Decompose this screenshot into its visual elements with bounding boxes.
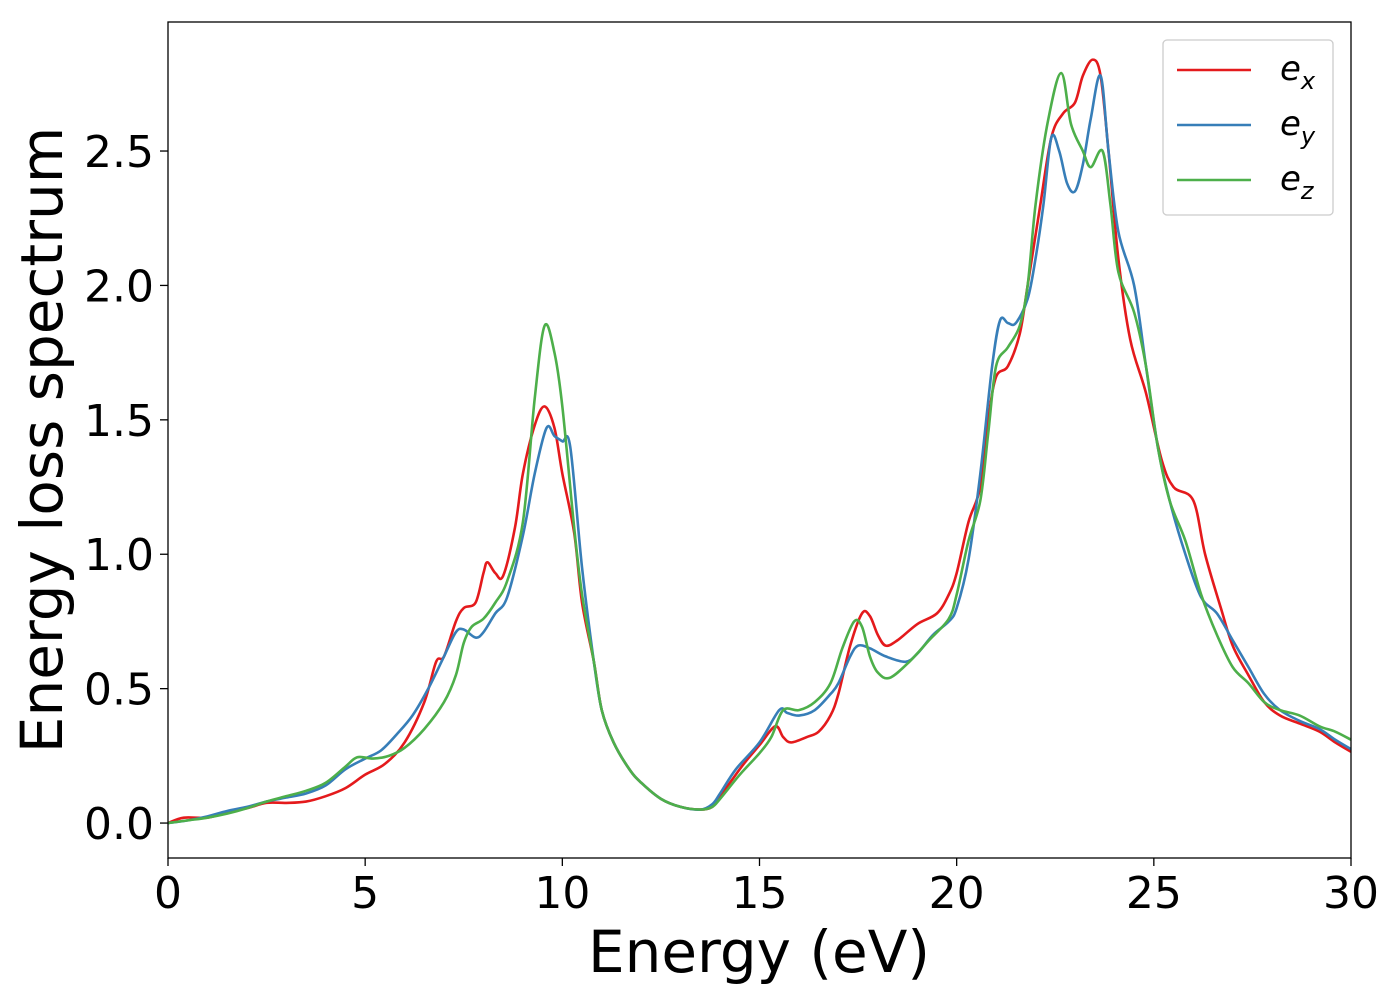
legend: ex ey ez — [1162, 39, 1334, 216]
y-tick-label: 2.0 — [84, 261, 154, 312]
y-axis-label: Energy loss spectrum — [8, 127, 76, 753]
y-tick-label: 1.0 — [84, 530, 154, 581]
x-tick-label: 5 — [351, 868, 379, 919]
y-axis: 0.0 0.5 1.0 1.5 2.0 2.5 — [84, 127, 168, 850]
series-line-z — [168, 71, 1351, 825]
y-tick-label: 0.5 — [84, 665, 154, 716]
x-tick-label: 0 — [154, 868, 182, 919]
y-tick-label: 2.5 — [84, 127, 154, 178]
legend-label-z: ez — [1280, 159, 1315, 205]
legend-label-y: ey — [1280, 104, 1316, 150]
legend-items: ex ey ez — [1177, 49, 1316, 205]
x-tick-label: 10 — [534, 868, 590, 919]
x-axis: 0 5 10 15 20 25 30 — [154, 858, 1379, 919]
x-tick-label: 30 — [1323, 868, 1379, 919]
series-line-y — [168, 74, 1351, 825]
legend-box — [1162, 39, 1334, 216]
x-tick-label: 20 — [929, 868, 985, 919]
legend-label-x: ex — [1280, 49, 1316, 95]
x-tick-label: 15 — [732, 868, 788, 919]
series-layer — [168, 58, 1351, 825]
y-tick-label: 0.0 — [84, 799, 154, 850]
y-tick-label: 1.5 — [84, 396, 154, 447]
x-tick-label: 25 — [1126, 868, 1182, 919]
x-axis-label: Energy (eV) — [588, 918, 930, 986]
